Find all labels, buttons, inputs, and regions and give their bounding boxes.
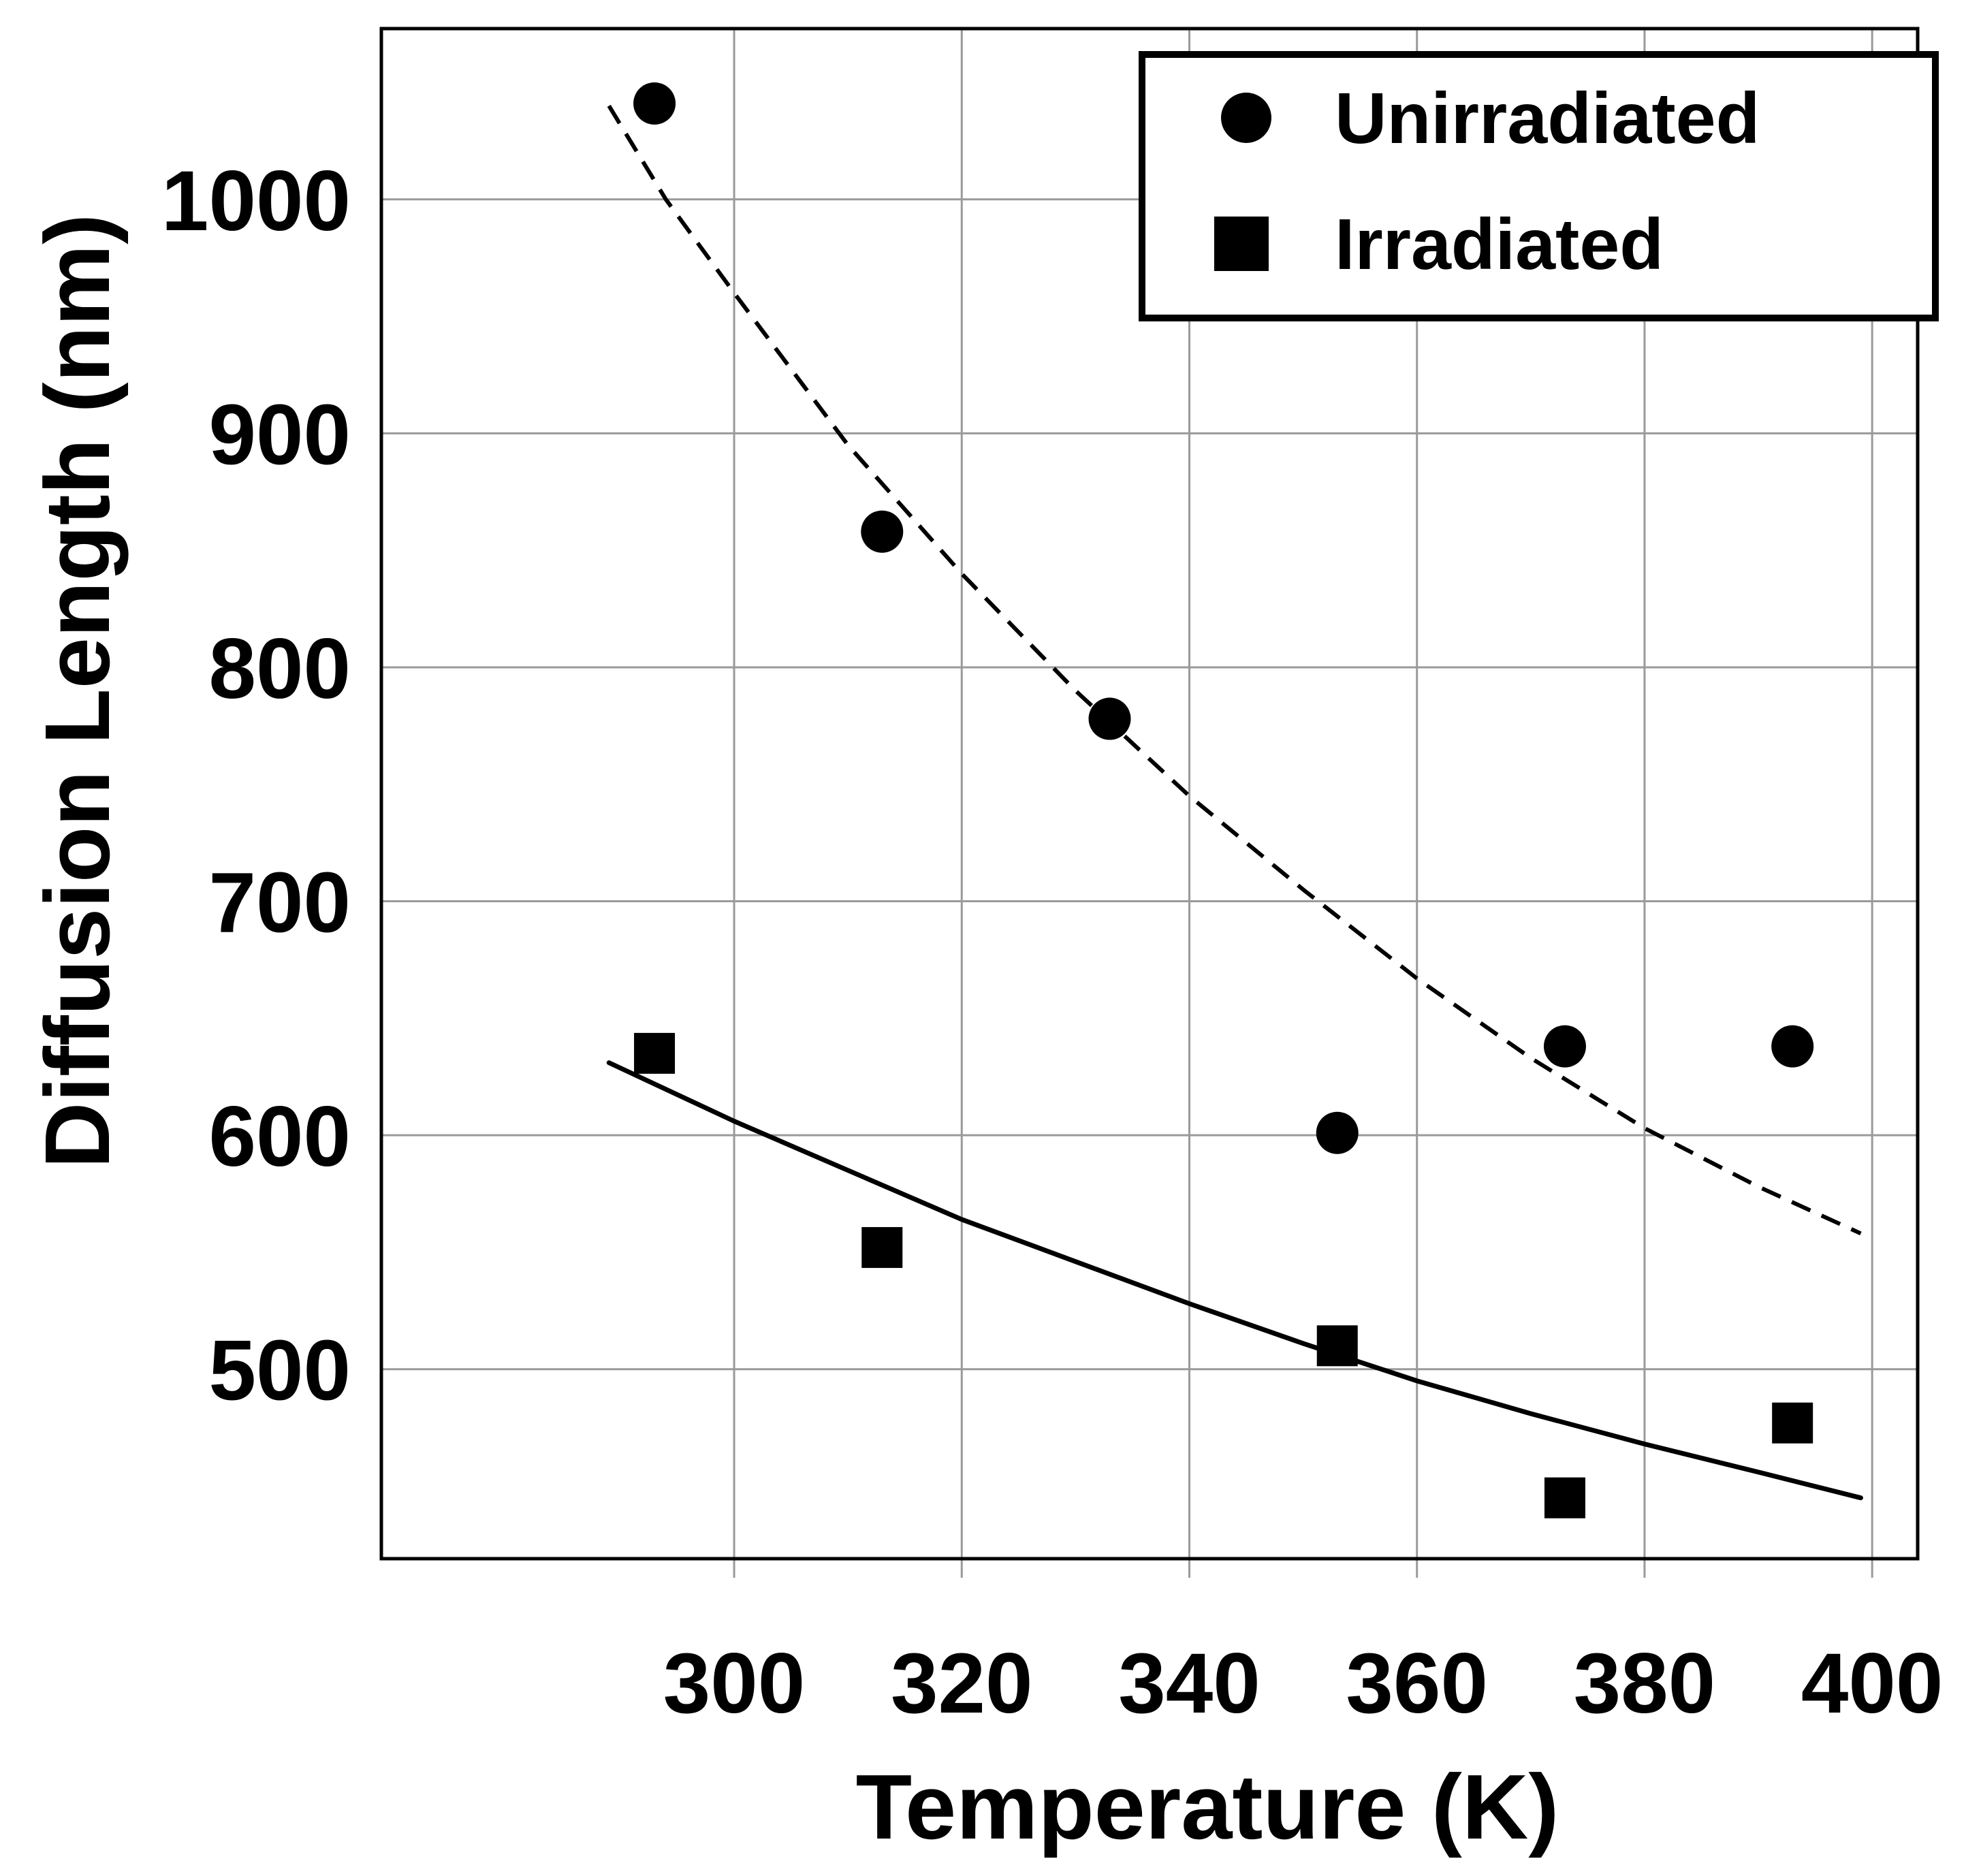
point-irradiated: [634, 1032, 676, 1074]
point-unirradiated: [633, 82, 676, 125]
y-tick-label: 900: [208, 387, 351, 482]
point-irradiated: [861, 1227, 903, 1269]
y-axis-title: Diffusion Length (nm): [26, 214, 129, 1168]
y-tick-label: 1000: [161, 154, 351, 249]
x-tick-label: 320: [891, 1636, 1033, 1731]
y-tick-label: 600: [208, 1090, 351, 1184]
y-tick-labels: 500 600 700 800 900 1000: [161, 154, 351, 1418]
data-points: [633, 82, 1814, 1519]
fit-curves: [606, 104, 1863, 1501]
y-tick-label: 800: [208, 622, 351, 716]
legend-label-unirradiated: Unirradiated: [1335, 78, 1760, 159]
legend-marker-irradiated: [1214, 217, 1269, 271]
fit-curve-irradiated: [606, 1060, 1863, 1501]
point-unirradiated: [1771, 1025, 1814, 1068]
x-tick-labels: 300 320 340 360 380 400: [663, 1636, 1944, 1731]
x-tick-label: 400: [1801, 1636, 1944, 1731]
plot-frame: [379, 27, 1920, 1561]
point-irradiated: [1316, 1325, 1358, 1367]
x-tick-label: 360: [1346, 1636, 1488, 1731]
x-tick-label: 340: [1118, 1636, 1261, 1731]
x-tick-label: 380: [1574, 1636, 1716, 1731]
point-irradiated: [1772, 1402, 1813, 1444]
legend-box: [1139, 51, 1939, 321]
y-tick-label: 500: [208, 1324, 351, 1418]
y-tick-label: 700: [208, 856, 351, 951]
point-unirradiated: [1543, 1025, 1586, 1068]
legend: Unirradiated Irradiated: [1139, 51, 1939, 321]
point-unirradiated: [861, 510, 904, 553]
x-tick-label: 300: [663, 1636, 806, 1731]
point-unirradiated: [1316, 1111, 1359, 1154]
point-unirradiated: [1088, 697, 1131, 740]
x-axis-title: Temperature (K): [856, 1755, 1559, 1858]
point-irradiated: [1544, 1477, 1585, 1519]
legend-marker-unirradiated: [1221, 93, 1271, 143]
legend-label-irradiated: Irradiated: [1335, 204, 1664, 285]
